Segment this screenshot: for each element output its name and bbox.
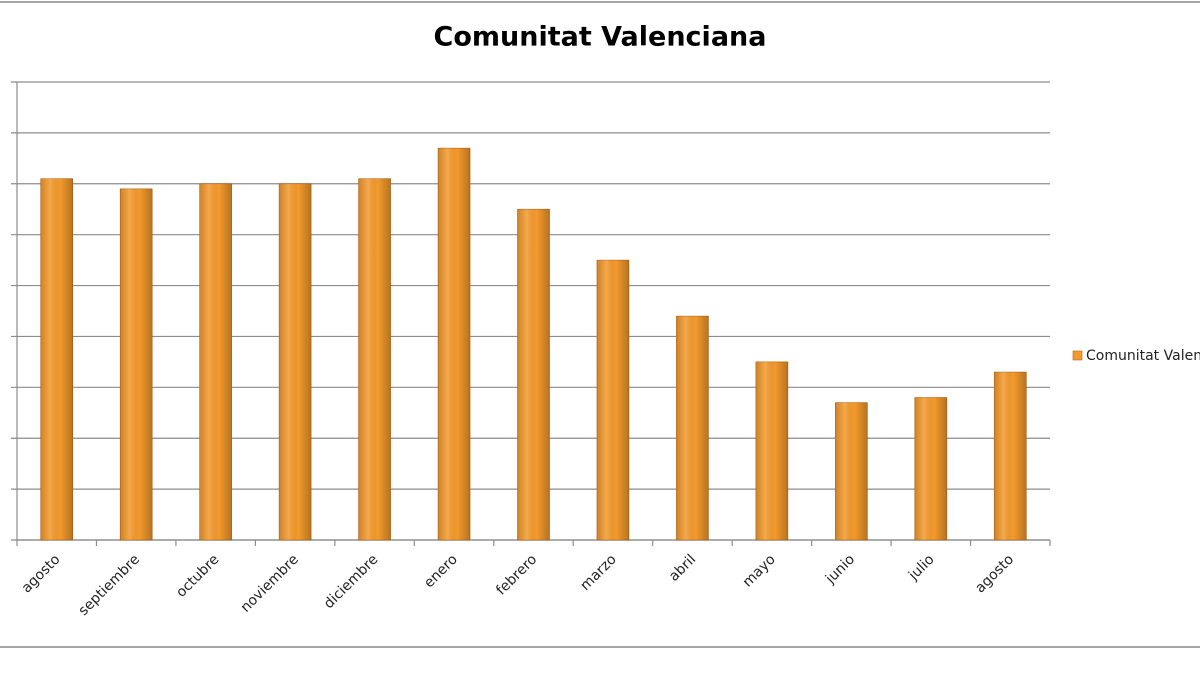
x-tick-label: agosto <box>972 552 1017 597</box>
legend-label: Comunitat Valenciana <box>1086 348 1200 364</box>
bar <box>676 315 709 541</box>
x-tick-label: marzo <box>577 552 619 594</box>
x-tick-label: octubre <box>173 552 222 601</box>
bar <box>199 183 232 541</box>
x-tick-label: agosto <box>19 552 64 597</box>
x-tick-label: noviembre <box>238 552 302 616</box>
bar <box>40 178 74 541</box>
bar <box>119 188 153 541</box>
bar <box>755 361 789 541</box>
legend-swatch <box>1072 350 1083 361</box>
bar <box>437 147 471 541</box>
x-tick-label: enero <box>421 552 461 592</box>
bar <box>914 397 948 541</box>
x-tick-label: septiembre <box>76 552 143 619</box>
bar <box>596 259 630 541</box>
x-tick-label: junio <box>822 552 858 588</box>
bar <box>835 402 868 541</box>
chart-title: Comunitat Valenciana <box>434 22 767 53</box>
bar <box>278 183 312 541</box>
x-tick-label: diciembre <box>321 552 382 613</box>
bar <box>358 178 391 541</box>
x-tick-label: febrero <box>493 552 540 599</box>
bar <box>993 371 1027 541</box>
bar <box>517 208 550 541</box>
x-tick-label: abril <box>666 552 699 585</box>
x-tick-label: julio <box>905 552 938 585</box>
x-tick-label: mayo <box>740 552 779 591</box>
